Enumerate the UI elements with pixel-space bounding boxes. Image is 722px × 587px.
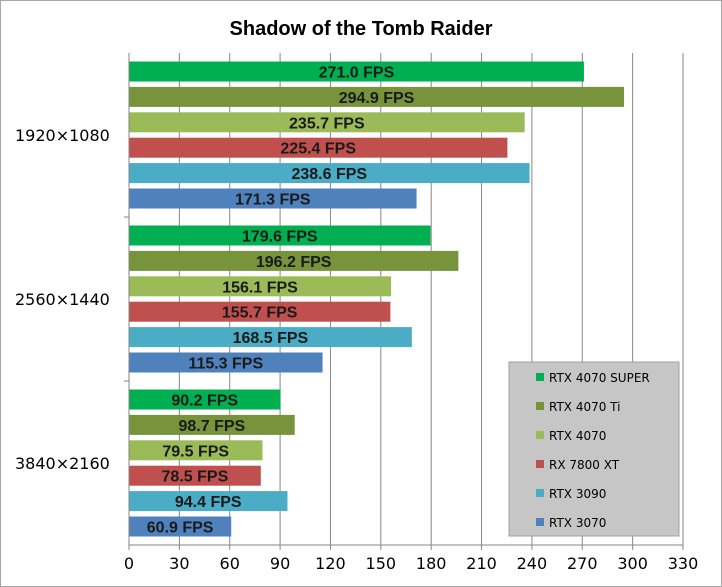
bar: [129, 440, 263, 461]
data-label: 196.2 FPS: [256, 254, 332, 271]
bar: [129, 516, 232, 537]
data-label: 294.9 FPS: [339, 90, 415, 107]
legend-label: RTX 4070 Ti: [549, 400, 620, 414]
chart-title: Shadow of the Tomb Raider: [230, 18, 493, 40]
bar: [129, 188, 417, 209]
x-tick-label: 300: [617, 554, 648, 573]
data-label: 225.4 FPS: [280, 141, 356, 158]
x-tick-label: 210: [466, 554, 497, 573]
data-label: 115.3 FPS: [188, 356, 263, 373]
data-label: 179.6 FPS: [242, 229, 318, 246]
bars-layer: 271.0 FPS 294.9 FPS 235.7 FPS 225.4 FPS 238.…: [129, 61, 625, 537]
bar: [129, 491, 288, 512]
data-label: 171.3 FPS: [235, 192, 311, 209]
data-label: 168.5 FPS: [233, 330, 309, 347]
data-label: 94.4 FPS: [175, 494, 242, 511]
x-tick-label: 120: [315, 554, 346, 573]
data-label: 156.1 FPS: [222, 279, 298, 296]
legend-swatch: [536, 460, 544, 468]
legend-swatch: [536, 373, 544, 381]
bar: [129, 414, 295, 435]
category-label: 2560×1440: [15, 290, 110, 309]
data-label: 98.7 FPS: [178, 418, 245, 435]
x-tick-label: 240: [517, 554, 548, 573]
x-tick-label: 30: [169, 554, 189, 573]
data-label: 79.5 FPS: [162, 443, 229, 460]
x-tick-label: 330: [668, 554, 699, 573]
x-tick-label: 150: [366, 554, 397, 573]
bar: [129, 276, 392, 297]
legend-box: [508, 361, 680, 537]
legend-swatch: [536, 402, 544, 410]
data-label: 90.2 FPS: [171, 393, 238, 410]
legend-swatch: [536, 518, 544, 526]
legend-label: RTX 4070: [549, 429, 606, 443]
x-tick-label: 60: [220, 554, 240, 573]
x-tick-label: 270: [567, 554, 598, 573]
data-label: 60.9 FPS: [147, 520, 214, 537]
bar: [129, 389, 281, 410]
legend-swatch: [536, 431, 544, 439]
bar: [129, 61, 584, 82]
bar: [129, 86, 625, 107]
bar: [129, 137, 508, 158]
data-label: 235.7 FPS: [289, 115, 365, 132]
legend-label: RTX 3090: [549, 487, 606, 501]
bar: [129, 250, 459, 271]
bar: [129, 112, 525, 133]
data-label: 238.6 FPS: [291, 166, 367, 183]
legend-label: RTX 3070: [549, 516, 606, 530]
legend-swatch: [536, 489, 544, 497]
category-label: 3840×2160: [15, 454, 110, 473]
legend-label: RTX 4070 SUPER: [549, 371, 650, 385]
axis-layer: 0 30 60 90 120 150 180 210 240 270 300 330 1920×1080…: [15, 53, 698, 573]
bar: [129, 327, 412, 348]
data-label: 271.0 FPS: [319, 65, 395, 82]
x-tick-label: 90: [270, 554, 290, 573]
bar: [129, 163, 530, 184]
x-tick-label: 0: [124, 554, 134, 573]
legend: RTX 4070 SUPER RTX 4070 Ti RTX 4070 RX 7800…: [508, 361, 680, 537]
bar: [129, 465, 261, 486]
category-label: 1920×1080: [15, 126, 110, 145]
data-label: 155.7 FPS: [222, 305, 298, 322]
x-tick-label: 180: [416, 554, 447, 573]
bar: [129, 301, 391, 322]
bar: [129, 225, 431, 246]
bar: [129, 352, 323, 373]
data-label: 78.5 FPS: [162, 469, 229, 486]
legend-label: RX 7800 XT: [549, 458, 620, 472]
